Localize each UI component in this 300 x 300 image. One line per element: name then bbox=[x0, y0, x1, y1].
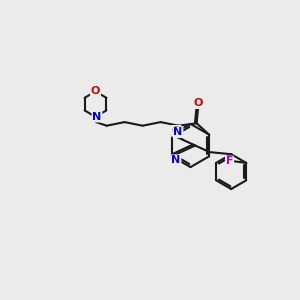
Text: N: N bbox=[92, 112, 102, 122]
Text: F: F bbox=[226, 156, 233, 167]
Text: O: O bbox=[194, 98, 203, 108]
Text: O: O bbox=[171, 126, 181, 136]
Text: N: N bbox=[171, 155, 181, 165]
Text: N: N bbox=[173, 127, 183, 137]
Text: O: O bbox=[91, 86, 100, 96]
